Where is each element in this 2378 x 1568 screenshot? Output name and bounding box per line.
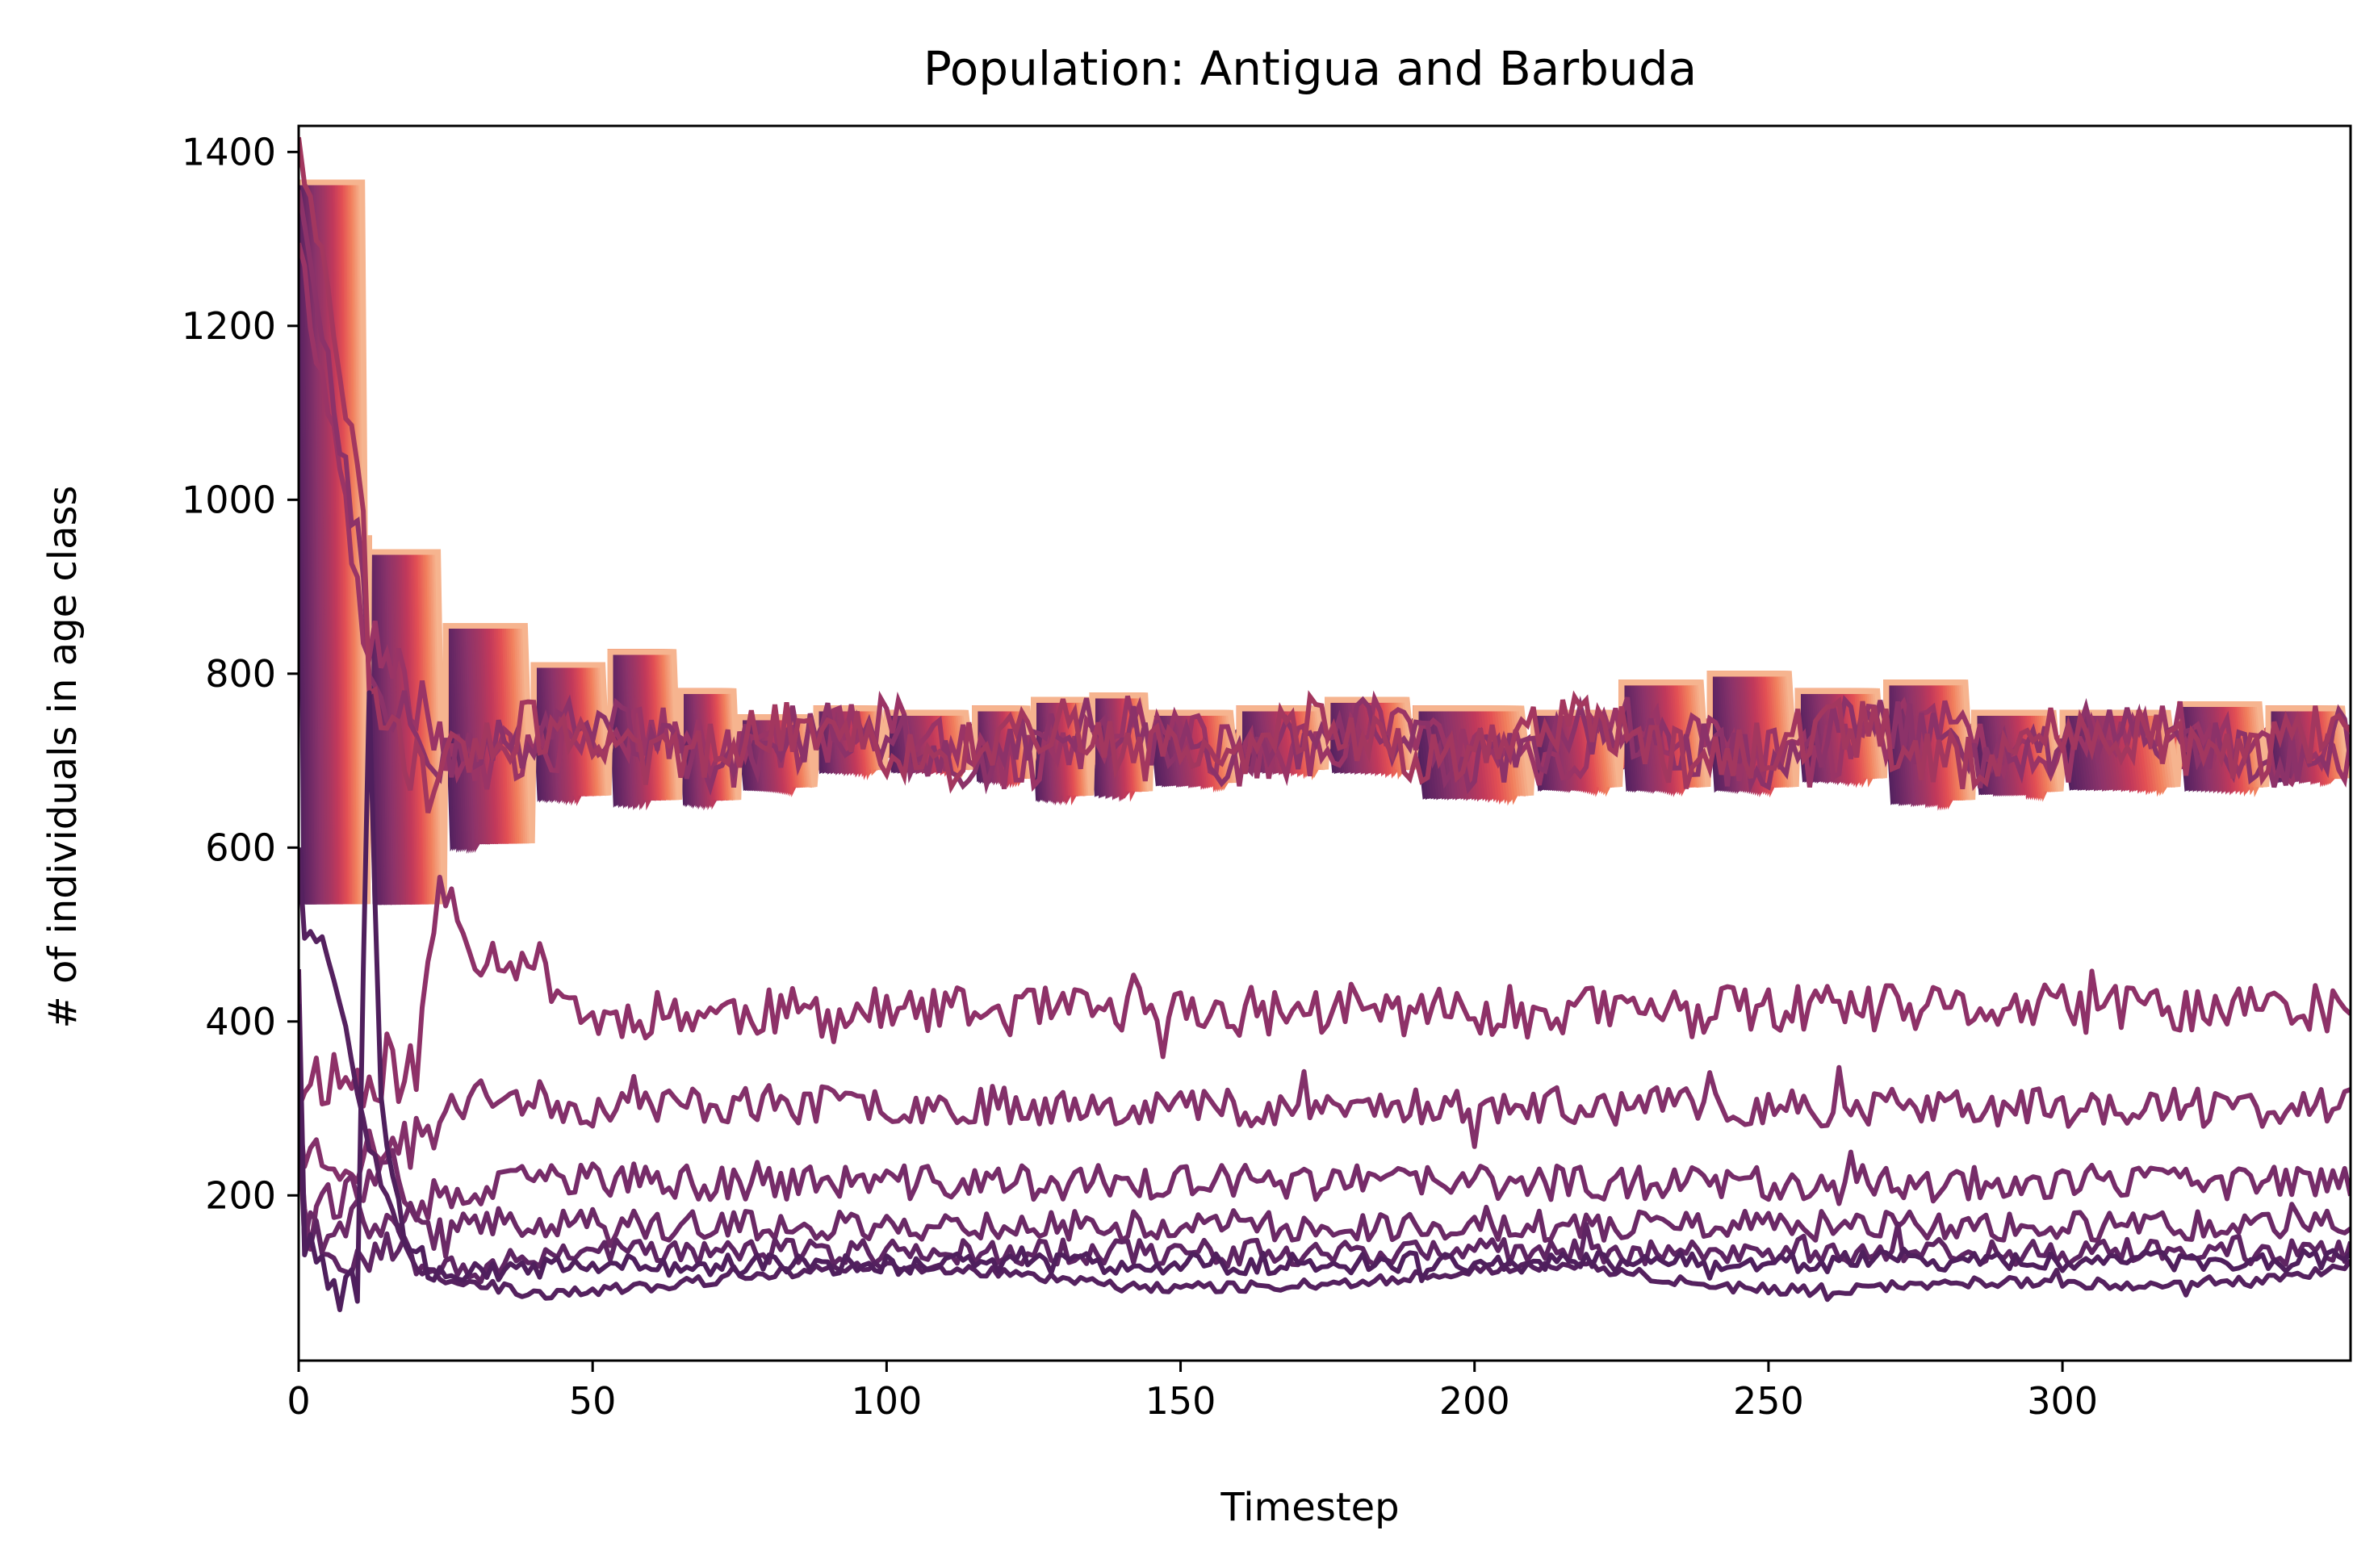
series-line-6	[299, 847, 2351, 1302]
x-axis-label: Timestep	[1220, 1485, 1399, 1530]
x-tick-label: 200	[1439, 1379, 1510, 1423]
x-tick-label: 50	[569, 1379, 617, 1423]
plot-area	[299, 136, 2351, 1312]
x-tick-label: 0	[287, 1379, 310, 1423]
y-tick-label: 400	[205, 1000, 276, 1043]
axes: 0 50 100 150 200 250 300 200 400 600 800 1000 1200 14…	[182, 124, 2352, 1423]
y-tick-label: 1000	[182, 478, 276, 521]
series-line-7	[299, 690, 2351, 1312]
series-line-4	[299, 1108, 2351, 1259]
y-tick-label: 1200	[182, 304, 276, 348]
plot-clip-group	[299, 136, 2351, 1312]
x-tick-label: 300	[2027, 1379, 2098, 1423]
x-tick-label: 150	[1145, 1379, 1216, 1423]
y-tick-label: 600	[205, 826, 276, 869]
x-tick-label: 250	[1733, 1379, 1804, 1423]
band-trace	[299, 136, 2351, 814]
series-line-2	[299, 1064, 2351, 1185]
series-line-1	[299, 875, 2351, 1110]
y-tick-label: 1400	[182, 130, 276, 174]
y-tick-label: 200	[205, 1173, 276, 1217]
series-line-5	[299, 969, 2351, 1285]
chart-title: Population: Antigua and Barbuda	[923, 41, 1697, 96]
axes-frame	[297, 124, 2352, 1362]
series-line-3	[299, 1125, 2351, 1252]
y-tick-label: 800	[205, 652, 276, 696]
x-tick-label: 100	[851, 1379, 922, 1423]
y-axis-label: # of individuals in age class	[40, 485, 86, 1028]
